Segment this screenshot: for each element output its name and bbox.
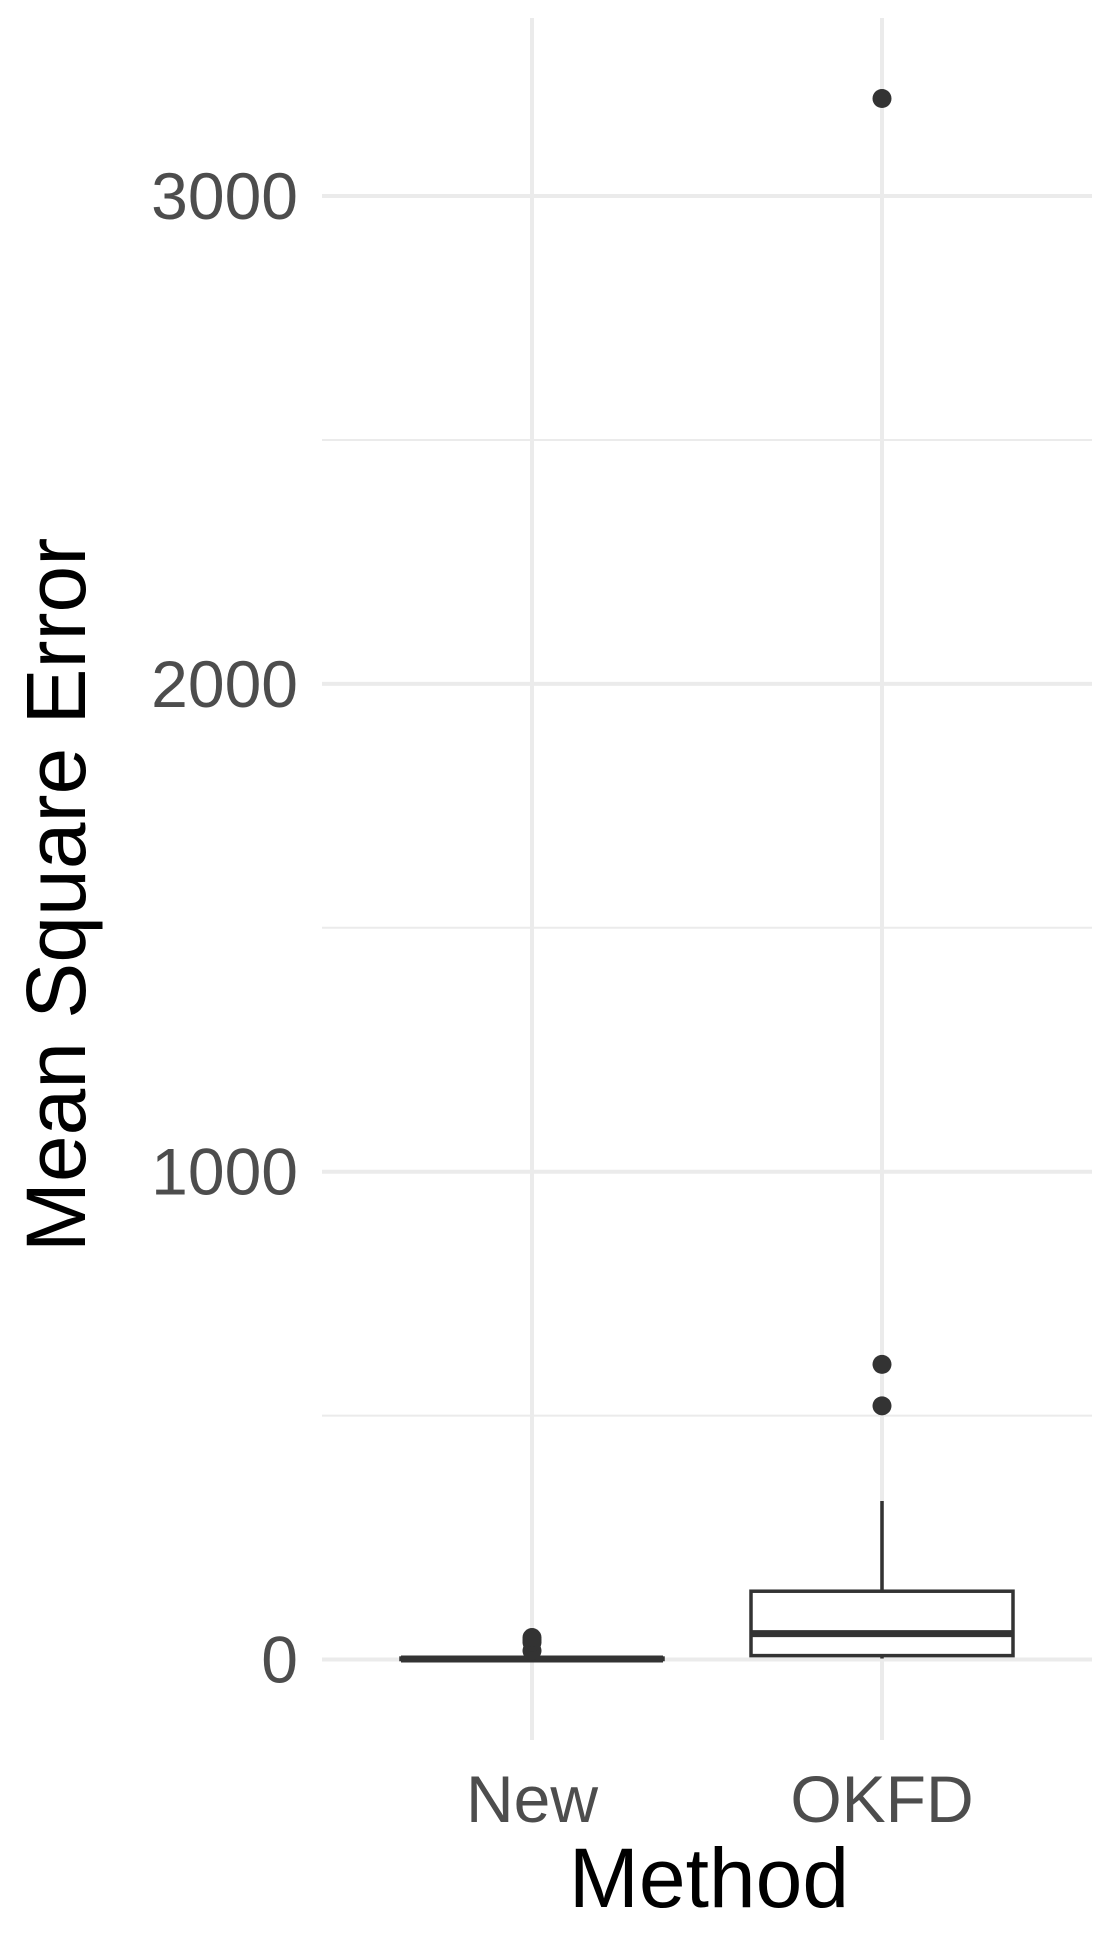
x-tick-label-new: New	[466, 1762, 598, 1836]
y-axis-tick-labels: 0 1000 2000 3000	[151, 159, 298, 1696]
iqr-box-okfd	[749, 1589, 1015, 1658]
outlier-point-okfd-2	[872, 1354, 892, 1374]
y-tick-label-0: 0	[261, 1623, 298, 1697]
x-axis-tick-labels: New OKFD	[466, 1762, 974, 1836]
y-axis-title: Mean Square Error	[9, 538, 103, 1252]
outlier-point-okfd-3	[872, 88, 892, 108]
y-tick-label-2000: 2000	[151, 647, 298, 721]
outlier-point-new-4	[522, 1628, 542, 1648]
box-new	[399, 1628, 665, 1663]
outlier-point-okfd-1	[872, 1396, 892, 1416]
y-tick-label-3000: 3000	[151, 159, 298, 233]
grid-lines	[322, 18, 1092, 1740]
x-tick-label-okfd: OKFD	[790, 1762, 973, 1836]
box-plot-layer	[399, 88, 1015, 1663]
box-okfd	[749, 88, 1015, 1659]
x-axis-title: Method	[569, 1831, 849, 1925]
y-tick-label-1000: 1000	[151, 1135, 298, 1209]
